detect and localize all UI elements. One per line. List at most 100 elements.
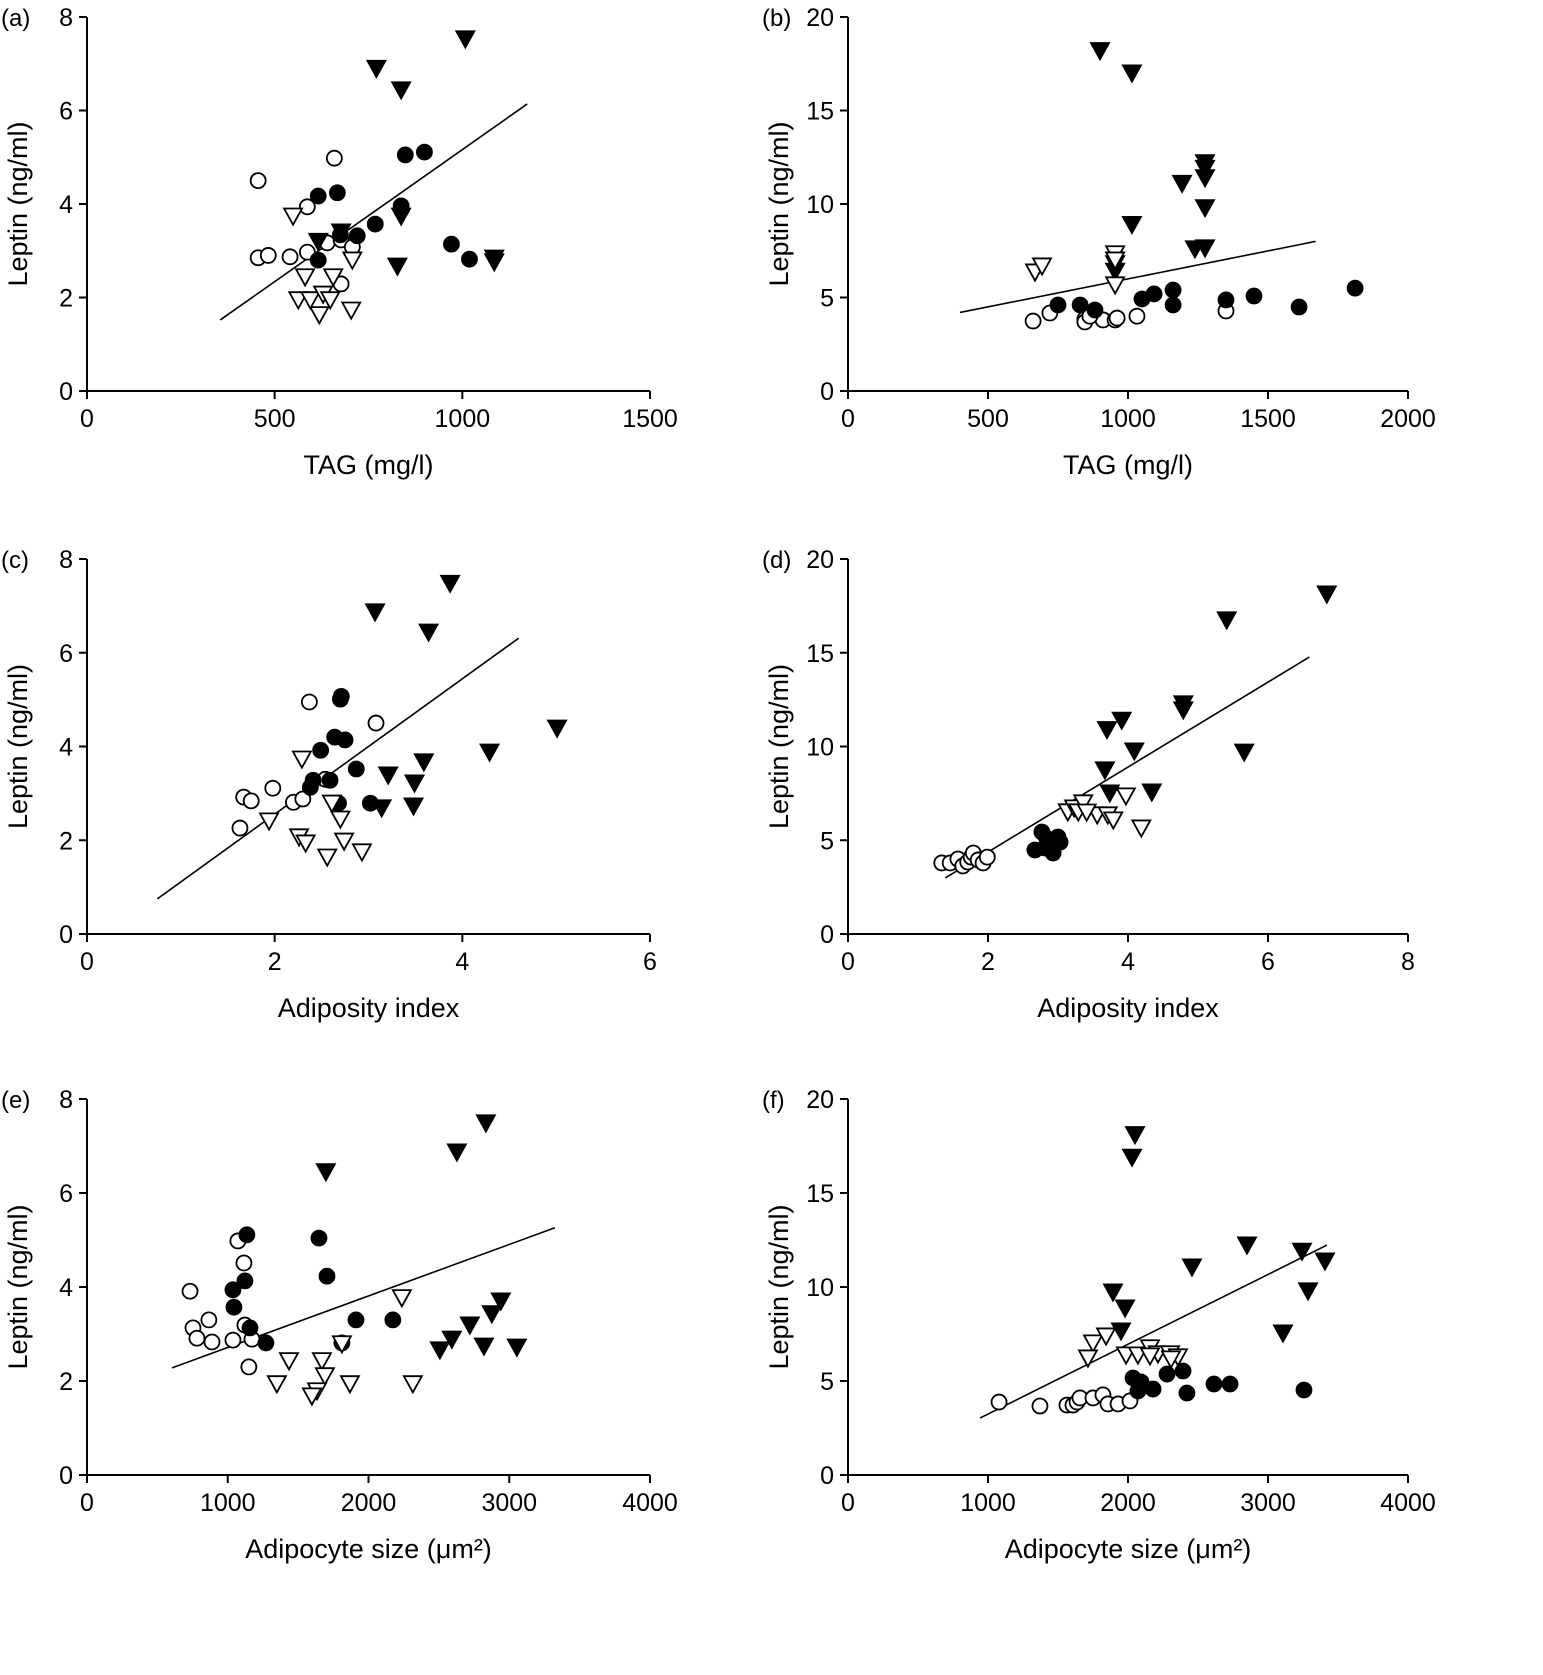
data-point-filled-circle <box>310 1229 328 1247</box>
data-point-filled-circle <box>312 741 330 759</box>
data-point-open-triangle <box>1072 794 1094 814</box>
data-point-filled-circle <box>318 1267 336 1285</box>
data-point-open-triangle <box>316 848 338 868</box>
data-point-filled-circle <box>328 184 346 202</box>
x-tick-label: 0 <box>80 1489 94 1517</box>
y-tick-label: 5 <box>820 285 834 313</box>
y-axis-label: Leptin (ng/ml) <box>3 664 33 829</box>
x-tick-label: 0 <box>80 405 94 433</box>
data-point-filled-triangle <box>473 1337 495 1357</box>
data-point-open-triangle <box>339 1375 361 1395</box>
data-point-open-triangle <box>319 291 341 311</box>
data-point-open-circle <box>259 247 277 264</box>
series-filled-circle <box>1124 1362 1313 1402</box>
data-point-filled-circle <box>321 771 339 789</box>
data-point-open-circle <box>235 1254 253 1272</box>
data-point-open-circle <box>188 1329 206 1347</box>
data-point-filled-circle <box>1205 1375 1223 1393</box>
x-tick-label: 1500 <box>622 405 678 433</box>
data-point-open-triangle <box>1076 803 1098 823</box>
data-point-open-circle <box>1128 307 1146 325</box>
data-point-filled-circle <box>347 760 365 778</box>
y-tick-label: 0 <box>59 378 73 406</box>
regression-line <box>959 240 1316 314</box>
data-point-filled-triangle <box>1316 585 1338 605</box>
panel-d: 0 2 4 6 8 0 5 10 15 20 (d) Adiposity index Leptin (n… <box>762 546 1415 1023</box>
y-axis-label: Leptin (ng/ml) <box>764 121 794 286</box>
x-axis-label: Adipocyte size (μm²) <box>245 1534 492 1564</box>
data-point-filled-circle <box>1346 279 1364 297</box>
y-axis-label: Leptin (ng/ml) <box>3 121 33 286</box>
y-axis-label: Leptin (ng/ml) <box>764 664 794 829</box>
x-tick-label: 1000 <box>200 1489 256 1517</box>
data-point-open-triangle <box>311 1352 333 1372</box>
data-point-filled-triangle <box>418 623 440 643</box>
data-point-open-triangle <box>1115 787 1137 807</box>
data-point-open-triangle <box>1160 1350 1182 1370</box>
series-filled-circle <box>309 143 478 269</box>
panel-label: (c) <box>1 547 29 574</box>
data-point-open-triangle <box>1095 1327 1117 1347</box>
data-point-filled-triangle <box>1314 1252 1336 1272</box>
y-tick-label: 5 <box>820 1368 834 1396</box>
data-point-open-circle <box>224 1331 242 1349</box>
data-point-filled-circle <box>309 187 327 205</box>
data-point-open-circle <box>990 1393 1008 1411</box>
data-point-filled-triangle <box>1194 159 1216 179</box>
y-tick-label: 4 <box>59 1274 73 1302</box>
data-point-open-triangle <box>1031 257 1053 277</box>
x-tick-label: 1000 <box>435 405 491 433</box>
data-point-open-triangle <box>291 750 313 770</box>
series-open-circle <box>1024 302 1235 331</box>
panel-label: (a) <box>1 5 30 32</box>
x-tick-label: 1500 <box>1240 405 1296 433</box>
y-tick-label: 8 <box>59 546 73 574</box>
data-point-open-triangle <box>295 834 317 854</box>
data-point-filled-circle <box>336 731 354 749</box>
data-point-filled-circle <box>1245 287 1263 305</box>
data-point-filled-triangle <box>1111 711 1133 731</box>
data-point-open-circle <box>367 714 385 732</box>
x-tick-label: 8 <box>1401 948 1415 976</box>
data-point-filled-triangle <box>1096 721 1118 741</box>
series-filled-triangle <box>315 1114 528 1361</box>
data-point-open-triangle <box>1082 1334 1104 1354</box>
data-point-filled-circle <box>1164 281 1182 299</box>
y-tick-label: 15 <box>806 640 834 668</box>
data-point-filled-circle <box>1221 1375 1239 1393</box>
data-point-filled-circle <box>1174 1362 1192 1380</box>
data-point-filled-circle <box>1145 285 1163 303</box>
data-point-filled-circle <box>1144 1380 1162 1398</box>
data-point-filled-triangle <box>546 719 568 739</box>
data-point-filled-triangle <box>390 207 412 227</box>
data-point-filled-triangle <box>1236 1236 1258 1256</box>
data-point-open-triangle <box>1077 1349 1099 1369</box>
data-point-filled-triangle <box>315 1163 337 1183</box>
data-point-open-circle <box>242 792 260 810</box>
series-open-circle <box>933 844 996 875</box>
data-point-filled-triangle <box>1272 1324 1294 1344</box>
data-point-open-circle <box>325 149 343 167</box>
x-tick-label: 6 <box>643 948 657 976</box>
series-filled-triangle <box>1094 585 1338 804</box>
data-point-filled-triangle <box>1172 701 1194 721</box>
x-tick-label: 2 <box>268 948 282 976</box>
data-point-filled-circle <box>1295 1381 1313 1399</box>
data-point-open-triangle <box>301 1387 323 1407</box>
regression-line <box>944 656 1310 879</box>
data-point-open-circle <box>264 779 282 797</box>
data-point-open-circle <box>203 1333 221 1351</box>
data-point-filled-triangle <box>365 59 387 79</box>
data-point-open-circle <box>200 1311 218 1329</box>
data-point-filled-circle <box>366 215 384 233</box>
data-point-open-triangle <box>294 268 316 288</box>
panel-label: (b) <box>762 5 791 32</box>
series-filled-triangle <box>307 30 505 277</box>
data-point-open-triangle <box>333 832 355 852</box>
data-point-filled-triangle <box>1099 784 1121 804</box>
data-point-open-triangle <box>1139 1347 1161 1367</box>
data-point-filled-triangle <box>1233 743 1255 763</box>
series-open-circle <box>181 1232 261 1376</box>
x-tick-label: 4 <box>455 948 469 976</box>
